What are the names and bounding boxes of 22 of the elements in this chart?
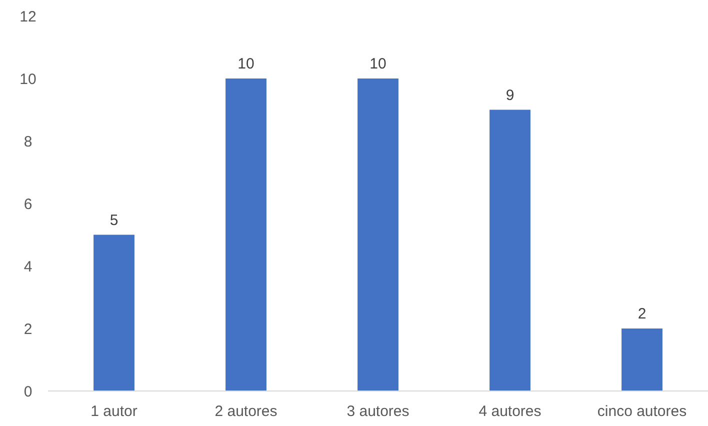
bar — [94, 234, 134, 391]
bar — [358, 78, 398, 391]
data-label: 10 — [238, 56, 254, 72]
x-tick-label: cinco autores — [597, 403, 687, 420]
y-tick-label: 0 — [24, 383, 32, 400]
data-label: 10 — [370, 56, 386, 72]
data-label: 9 — [506, 86, 514, 104]
x-tick-label: 3 autores — [346, 403, 410, 420]
bar — [622, 328, 662, 391]
bar — [490, 110, 530, 391]
y-tick-label: 8 — [24, 133, 32, 150]
x-tick-label: 1 autor — [90, 403, 138, 420]
y-tick-label: 4 — [24, 258, 32, 276]
bar — [226, 78, 266, 391]
y-tick-label: 10 — [20, 70, 36, 88]
x-tick-label: 2 autores — [214, 403, 278, 420]
data-label: 5 — [110, 212, 118, 229]
y-tick-label: 2 — [24, 320, 32, 338]
data-label: 2 — [638, 306, 646, 322]
y-tick-label: 12 — [20, 8, 36, 26]
x-tick-label: 4 autores — [478, 403, 542, 420]
y-tick-label: 6 — [24, 196, 32, 213]
